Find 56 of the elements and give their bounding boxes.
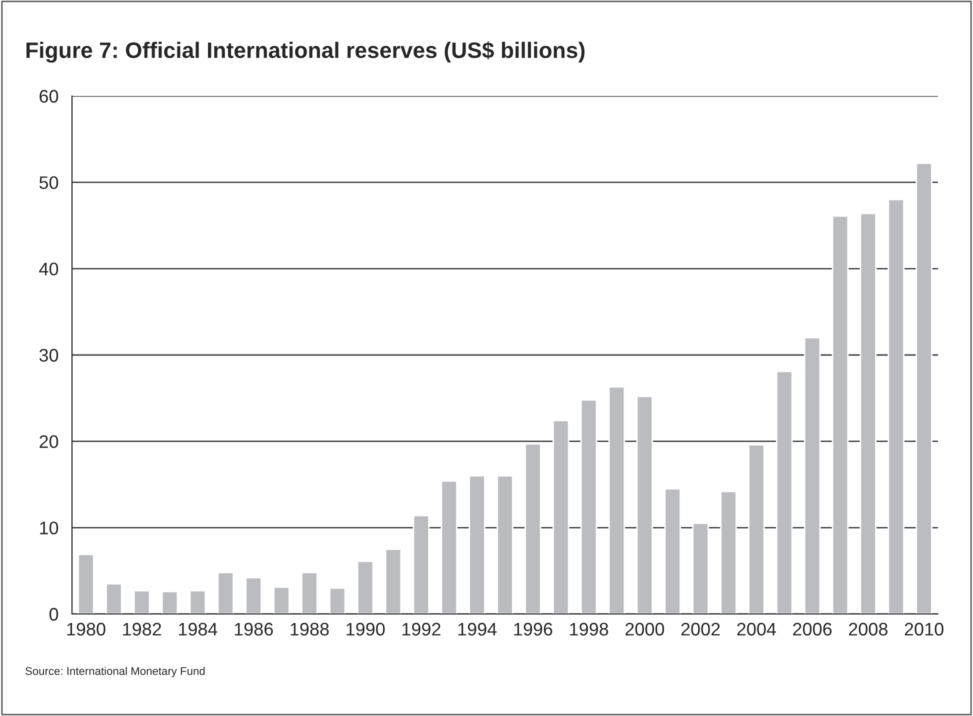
x-tick-label: 1980 <box>67 622 106 636</box>
x-tick-label: 2000 <box>626 622 664 636</box>
bar <box>78 554 94 614</box>
bar <box>748 444 765 614</box>
bar <box>301 572 318 614</box>
x-tick-label: 1988 <box>290 622 329 636</box>
bar <box>245 577 262 614</box>
bar <box>496 475 514 614</box>
y-tick-label: 0 <box>49 608 58 621</box>
bar <box>189 590 206 614</box>
bar <box>860 212 877 614</box>
bar <box>412 514 430 614</box>
x-tick-label: 1986 <box>234 622 273 636</box>
x-tick-label: 2004 <box>737 622 776 636</box>
bar <box>776 370 793 614</box>
bar <box>356 560 374 614</box>
bar <box>440 480 458 614</box>
bar <box>636 396 654 614</box>
source-note: Source: International Monetary Fund <box>26 666 205 678</box>
bar <box>273 586 290 614</box>
y-tick-label: 60 <box>40 90 58 103</box>
bar <box>552 420 570 614</box>
x-tick-label: 1996 <box>514 622 552 636</box>
bar <box>832 215 849 614</box>
x-tick-label: 1994 <box>458 622 497 636</box>
x-tick-label: 2010 <box>904 622 944 636</box>
y-tick-label: 30 <box>39 348 58 362</box>
bar <box>133 590 150 614</box>
x-tick-label: 1998 <box>570 622 608 636</box>
bar <box>329 587 346 614</box>
bar <box>524 443 542 614</box>
bar <box>468 475 486 614</box>
bar <box>580 399 598 614</box>
bar <box>664 488 681 614</box>
bar <box>720 490 737 614</box>
bar <box>888 198 904 614</box>
bar <box>384 548 402 614</box>
y-tick-label: 50 <box>39 176 58 190</box>
bar <box>161 590 178 614</box>
x-tick-label: 1990 <box>346 622 385 636</box>
y-tick-label: 10 <box>40 522 58 534</box>
x-tick-label: 1992 <box>402 622 440 636</box>
x-tick-label: 2006 <box>793 622 832 636</box>
bar <box>217 572 234 614</box>
y-tick-label: 20 <box>40 435 58 448</box>
bar <box>608 386 626 614</box>
x-tick-label: 2002 <box>681 622 720 636</box>
x-tick-label: 1982 <box>123 622 162 636</box>
x-tick-label: 2008 <box>848 622 888 636</box>
x-tick-label: 1984 <box>179 622 218 636</box>
chart-title: Figure 7: Official International reserves (US$ billions) <box>26 41 585 63</box>
bar <box>804 337 821 614</box>
y-tick-label: 40 <box>39 262 58 276</box>
bar <box>916 162 932 614</box>
bar <box>106 583 122 614</box>
bar <box>692 522 709 614</box>
